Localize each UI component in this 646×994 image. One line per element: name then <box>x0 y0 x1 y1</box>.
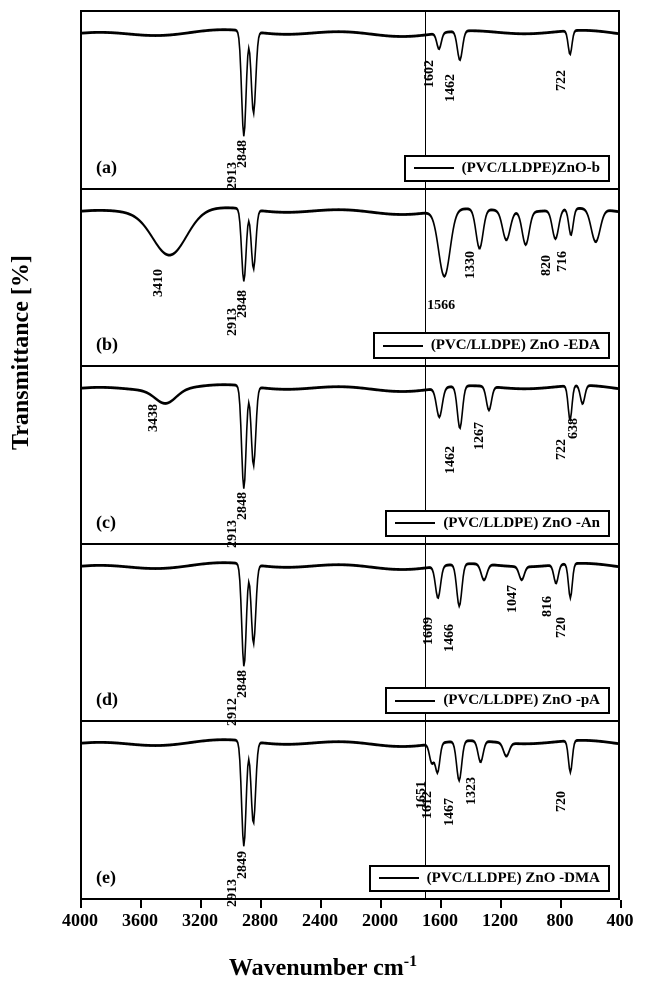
x-axis-label: Wavenumber cm-1 <box>0 953 646 982</box>
legend-text: (PVC/LLDPE) ZnO -An <box>443 515 600 532</box>
x-tick-label: 1600 <box>422 910 458 931</box>
legend-text: (PVC/LLDPE)ZnO-b <box>462 160 600 177</box>
peak-label: 722 <box>554 439 570 460</box>
peak-label: 3438 <box>146 404 162 432</box>
peak-label: 2848 <box>235 140 251 168</box>
peak-label: 816 <box>540 596 556 617</box>
x-tick-mark <box>200 900 202 908</box>
peak-label: 1330 <box>463 251 479 279</box>
peak-label: 1462 <box>443 446 459 474</box>
legend-text: (PVC/LLDPE) ZnO -pA <box>443 692 600 709</box>
legend-line-icon <box>383 345 423 347</box>
legend-box: (PVC/LLDPE) ZnO -An <box>385 510 610 537</box>
peak-label: 3410 <box>151 269 167 297</box>
legend-line-icon <box>414 167 454 169</box>
peak-label: 1466 <box>442 624 458 652</box>
peak-label: 1612 <box>420 791 436 819</box>
peak-label: 1602 <box>422 60 438 88</box>
x-tick-label: 1200 <box>482 910 518 931</box>
x-tick-mark <box>80 900 82 908</box>
legend-line-icon <box>395 522 435 524</box>
legend-line-icon <box>395 700 435 702</box>
peak-label: 720 <box>554 791 570 812</box>
peak-label: 2848 <box>235 670 251 698</box>
x-tick-mark <box>500 900 502 908</box>
x-tick-label: 2000 <box>362 910 398 931</box>
x-tick-label: 4000 <box>62 910 98 931</box>
panel-label: (c) <box>96 512 116 533</box>
peak-label: 1267 <box>472 422 488 450</box>
panel-e: (e)(PVC/LLDPE) ZnO -DMA29132849165116121… <box>80 720 620 900</box>
panel-label: (b) <box>96 334 118 355</box>
panel-label: (a) <box>96 157 117 178</box>
peak-label: 1462 <box>443 74 459 102</box>
x-tick-label: 2400 <box>302 910 338 931</box>
y-axis-label: Transmittance [%] <box>8 255 35 450</box>
peak-label: 2848 <box>235 492 251 520</box>
peak-label: 638 <box>566 418 582 439</box>
x-tick-label: 3600 <box>122 910 158 931</box>
panel-d: (d)(PVC/LLDPE) ZnO -pA291228481609146610… <box>80 543 620 723</box>
panel-label: (e) <box>96 867 116 888</box>
panel-a: (a)(PVC/LLDPE)ZnO-b2913284816021462722 <box>80 10 620 190</box>
peak-label: 1467 <box>442 798 458 826</box>
peak-label: 1566 <box>427 298 455 314</box>
x-tick-label: 3200 <box>182 910 218 931</box>
x-tick-mark <box>440 900 442 908</box>
legend-box: (PVC/LLDPE) ZnO -EDA <box>373 332 610 359</box>
x-tick-label: 800 <box>547 910 574 931</box>
ftir-figure: Transmittance [%] Wavenumber cm-1 (a) (PV… <box>0 0 646 994</box>
x-tick-mark <box>620 900 622 908</box>
legend-box: (PVC/LLDPE) ZnO -DMA <box>369 865 610 892</box>
peak-label: 1323 <box>464 777 480 805</box>
x-axis-ticks: 40003600320028002400200016001200800400 <box>80 900 620 940</box>
peak-label: 716 <box>555 251 571 272</box>
peak-label: 2849 <box>235 851 251 879</box>
legend-line-icon <box>379 877 419 879</box>
legend-text: (PVC/LLDPE) ZnO -DMA <box>427 870 600 887</box>
peak-label: 720 <box>554 617 570 638</box>
panel-stack: (a)(PVC/LLDPE)ZnO-b2913284816021462722(b… <box>80 10 620 900</box>
panel-c: (c)(PVC/LLDPE) ZnO -An343829132848146212… <box>80 365 620 545</box>
x-tick-mark <box>380 900 382 908</box>
peak-label: 722 <box>554 70 570 91</box>
x-tick-mark <box>560 900 562 908</box>
panel-b: (b)(PVC/LLDPE) ZnO -EDA34102913284815661… <box>80 188 620 368</box>
x-tick-mark <box>320 900 322 908</box>
peak-label: 2848 <box>235 290 251 318</box>
peak-label: 1047 <box>505 585 521 613</box>
legend-box: (PVC/LLDPE)ZnO-b <box>404 155 610 182</box>
x-tick-mark <box>260 900 262 908</box>
x-tick-label: 2800 <box>242 910 278 931</box>
legend-box: (PVC/LLDPE) ZnO -pA <box>385 687 610 714</box>
x-tick-label: 400 <box>607 910 634 931</box>
peak-label: 820 <box>539 255 555 276</box>
x-tick-mark <box>140 900 142 908</box>
panel-label: (d) <box>96 689 118 710</box>
peak-label: 1609 <box>421 617 437 645</box>
legend-text: (PVC/LLDPE) ZnO -EDA <box>431 337 600 354</box>
